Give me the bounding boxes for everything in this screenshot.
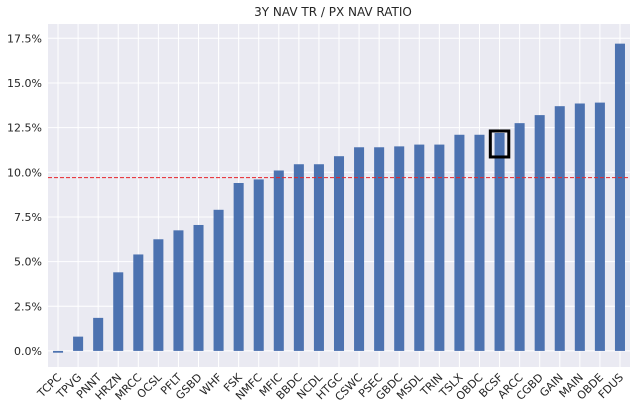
bar-gsbd <box>193 224 204 351</box>
bar-tpvg <box>73 336 84 351</box>
bar-fdus <box>614 43 625 351</box>
y-tick-label: 12.5% <box>7 122 42 135</box>
y-tick-label: 5.0% <box>14 256 42 269</box>
bar-tslx <box>454 134 465 351</box>
x-axis: TCPCTPVGPNNTHRZNMRCCOCSLPFLTGSBDWHFFSKNM… <box>34 370 626 403</box>
bar-gbdc <box>394 146 405 351</box>
bar-htgc <box>333 156 345 351</box>
bar-gain <box>554 106 565 351</box>
bar-bbdc <box>293 164 304 351</box>
bar-trin <box>434 144 445 351</box>
y-tick-label: 7.5% <box>14 211 42 224</box>
bar-cswc <box>354 147 365 351</box>
bar-arcc <box>514 123 525 351</box>
bar-main <box>574 103 585 351</box>
y-tick-label: 0.0% <box>14 345 42 358</box>
y-tick-label: 15.0% <box>7 77 42 90</box>
bar-tcpc <box>53 350 64 353</box>
bar-whf <box>213 209 224 351</box>
bar-hrzn <box>113 272 124 351</box>
bar-nmfc <box>253 179 264 351</box>
bar-ocsl <box>153 239 164 351</box>
bar-pnnt <box>93 317 104 351</box>
chart-title: 3Y NAV TR / PX NAV RATIO <box>254 5 412 19</box>
bar-fsk <box>233 182 244 351</box>
y-tick-label: 10.0% <box>7 166 42 179</box>
bar-pflt <box>173 230 184 351</box>
bar-obde <box>594 102 605 351</box>
bar-ncdl <box>313 164 324 351</box>
y-tick-label: 2.5% <box>14 300 42 313</box>
bar-psec <box>374 147 385 351</box>
bar-msdl <box>414 144 425 351</box>
bar-mrcc <box>133 254 144 351</box>
bars-layer <box>53 43 625 353</box>
bar-bcsf <box>494 132 505 351</box>
highlight-box <box>488 129 511 159</box>
bar-obdc <box>474 134 485 351</box>
bar-cgbd <box>534 115 545 351</box>
y-axis: 0.0% 2.5% 5.0% 7.5% 10.0% 12.5% 15.0% 17.5% <box>7 32 42 358</box>
bar-mfic <box>273 170 284 351</box>
y-tick-label: 17.5% <box>7 32 42 45</box>
